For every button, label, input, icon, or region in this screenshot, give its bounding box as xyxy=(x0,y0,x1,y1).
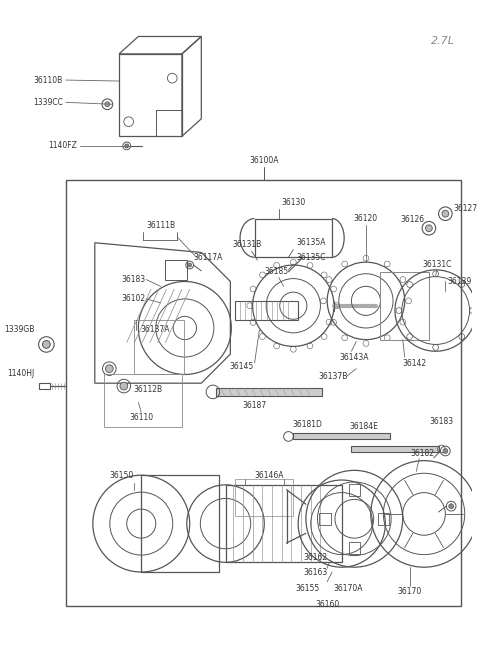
Text: 36111B: 36111B xyxy=(146,221,175,230)
Bar xyxy=(348,542,360,553)
Bar xyxy=(66,180,461,606)
Circle shape xyxy=(188,263,192,267)
Circle shape xyxy=(449,504,454,508)
Text: 36187: 36187 xyxy=(242,401,266,410)
Text: 36126: 36126 xyxy=(400,215,424,224)
Text: 36142: 36142 xyxy=(402,360,426,368)
Bar xyxy=(381,272,429,339)
Circle shape xyxy=(425,225,432,232)
Text: 36110B: 36110B xyxy=(34,75,63,84)
Text: 36131C: 36131C xyxy=(422,259,451,269)
Circle shape xyxy=(105,102,110,107)
Text: 36170: 36170 xyxy=(397,587,421,596)
Text: 36110: 36110 xyxy=(129,413,153,422)
Circle shape xyxy=(443,449,448,453)
Text: 1339CC: 1339CC xyxy=(33,98,63,107)
Text: 36155: 36155 xyxy=(296,584,320,593)
Text: 36145: 36145 xyxy=(230,362,254,371)
Text: 36102: 36102 xyxy=(121,295,145,303)
Bar xyxy=(216,388,323,396)
Circle shape xyxy=(106,365,113,373)
Bar xyxy=(141,475,219,572)
Bar xyxy=(226,485,342,563)
Bar xyxy=(166,260,187,280)
Bar xyxy=(38,383,50,389)
Bar xyxy=(320,513,331,525)
Text: 36135C: 36135C xyxy=(296,253,326,262)
Text: 36137B: 36137B xyxy=(318,372,348,381)
Text: 36143A: 36143A xyxy=(339,352,369,362)
Circle shape xyxy=(42,341,50,348)
Bar xyxy=(378,513,389,525)
Text: 1140HJ: 1140HJ xyxy=(8,369,35,378)
Circle shape xyxy=(125,144,129,148)
Text: 36170A: 36170A xyxy=(334,584,363,593)
Bar xyxy=(235,479,293,516)
Text: 36183: 36183 xyxy=(430,417,454,426)
Text: 36100A: 36100A xyxy=(250,156,279,165)
Bar xyxy=(254,219,332,257)
Text: 36120: 36120 xyxy=(354,214,378,223)
Text: 36183: 36183 xyxy=(121,275,145,284)
Text: 36127: 36127 xyxy=(453,204,477,214)
Text: 36185: 36185 xyxy=(265,267,289,276)
Text: 36160: 36160 xyxy=(315,601,339,609)
Text: 36131B: 36131B xyxy=(232,240,262,249)
Text: 2.7L: 2.7L xyxy=(432,36,456,47)
Circle shape xyxy=(120,383,128,390)
Text: 36130: 36130 xyxy=(281,198,305,206)
Text: 36182: 36182 xyxy=(410,449,434,458)
Bar xyxy=(327,262,405,339)
Text: 36162: 36162 xyxy=(303,553,327,562)
Bar xyxy=(351,446,439,452)
Bar xyxy=(235,301,298,320)
Text: 36112B: 36112B xyxy=(133,385,163,394)
Text: 36150: 36150 xyxy=(110,471,134,479)
Text: 1140FZ: 1140FZ xyxy=(48,141,77,151)
Text: 36135A: 36135A xyxy=(296,238,326,247)
Circle shape xyxy=(442,210,449,217)
Bar xyxy=(348,484,360,496)
Text: 36184E: 36184E xyxy=(349,422,378,431)
Bar xyxy=(105,373,182,427)
Bar xyxy=(293,432,390,440)
Text: 36137A: 36137A xyxy=(140,326,170,335)
Text: 36146A: 36146A xyxy=(254,471,284,479)
Text: 36139: 36139 xyxy=(447,277,471,286)
Text: 1339GB: 1339GB xyxy=(4,326,35,335)
Text: 36117A: 36117A xyxy=(193,253,223,262)
Bar xyxy=(133,320,184,373)
Text: 36163: 36163 xyxy=(303,567,327,576)
Text: 36181D: 36181D xyxy=(293,421,323,429)
